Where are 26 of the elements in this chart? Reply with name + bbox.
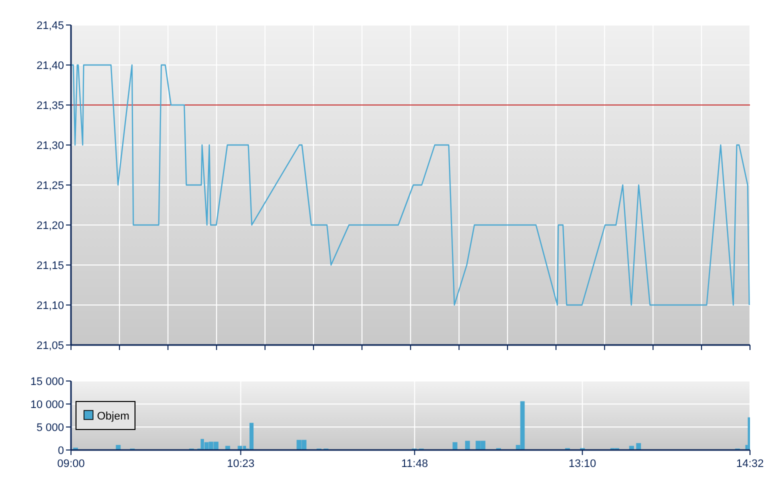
y-tick-label: 21,20 <box>36 220 64 232</box>
legend-label: Objem <box>97 410 130 422</box>
y-tick-label: 21,45 <box>36 20 64 32</box>
y-tick-label: 15 000 <box>30 376 64 388</box>
x-tick-label: 09:00 <box>57 458 85 470</box>
y-tick-label: 21,35 <box>36 100 64 112</box>
bar <box>238 446 242 450</box>
bar <box>452 442 458 450</box>
bar <box>249 422 254 450</box>
y-tick-label: 21,05 <box>36 340 64 352</box>
y-tick-label: 21,25 <box>36 180 64 192</box>
bar <box>636 443 641 450</box>
y-tick-label: 21,40 <box>36 60 64 72</box>
y-tick-label: 21,15 <box>36 260 64 272</box>
bar <box>465 440 470 450</box>
y-tick-label: 21,30 <box>36 140 64 152</box>
line-series <box>70 64 750 306</box>
bar <box>520 401 525 450</box>
y-tick-label: 0 <box>58 444 64 457</box>
x-tick-label: 13:10 <box>568 458 596 470</box>
x-tick-label: 11:48 <box>401 458 428 470</box>
x-tick-label: 10:23 <box>226 458 254 470</box>
y-tick-label: 10 000 <box>30 398 64 411</box>
y-tick-label: 5 000 <box>36 422 64 434</box>
y-tick-label: 21,10 <box>36 300 64 312</box>
x-tick-label: 14:32 <box>736 458 764 470</box>
